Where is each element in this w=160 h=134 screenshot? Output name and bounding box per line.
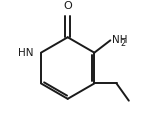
Text: O: O bbox=[63, 1, 72, 11]
Text: 2: 2 bbox=[120, 39, 125, 48]
Text: NH: NH bbox=[112, 35, 127, 45]
Text: HN: HN bbox=[18, 48, 34, 58]
